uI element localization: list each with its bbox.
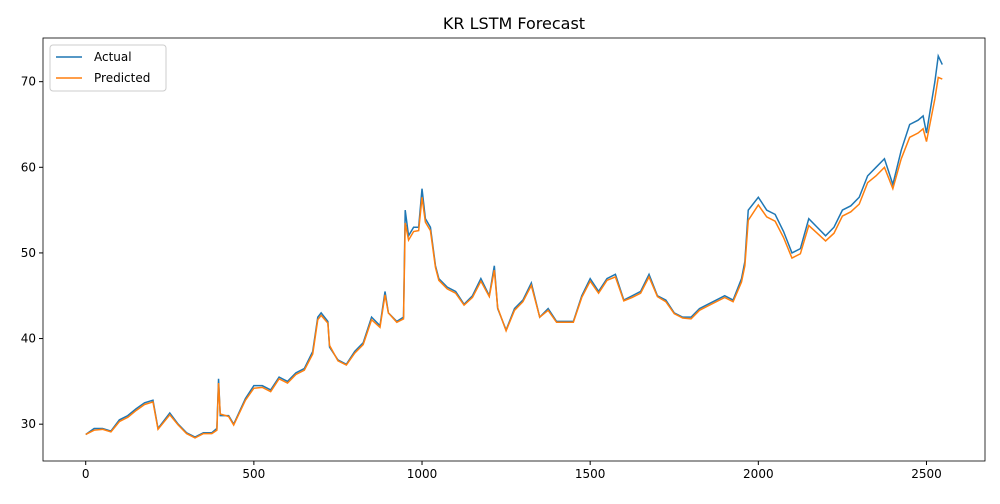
chart-title: KR LSTM Forecast bbox=[443, 14, 585, 33]
x-tick-label: 2000 bbox=[743, 467, 774, 481]
x-tick-label: 2500 bbox=[911, 467, 942, 481]
y-tick-label: 50 bbox=[21, 246, 36, 260]
y-tick-label: 40 bbox=[21, 332, 36, 346]
y-tick-label: 60 bbox=[21, 160, 36, 174]
x-tick-label: 0 bbox=[82, 467, 90, 481]
line-series bbox=[85, 76, 943, 439]
y-tick-label: 70 bbox=[21, 75, 36, 89]
x-tick-label: 1500 bbox=[575, 467, 606, 481]
x-tick-label: 500 bbox=[242, 467, 265, 481]
legend-label: Predicted bbox=[94, 71, 150, 85]
plot-frame bbox=[42, 37, 986, 462]
x-tick-label: 1000 bbox=[407, 467, 438, 481]
legend-label: Actual bbox=[94, 50, 132, 64]
y-tick-label: 30 bbox=[21, 417, 36, 431]
